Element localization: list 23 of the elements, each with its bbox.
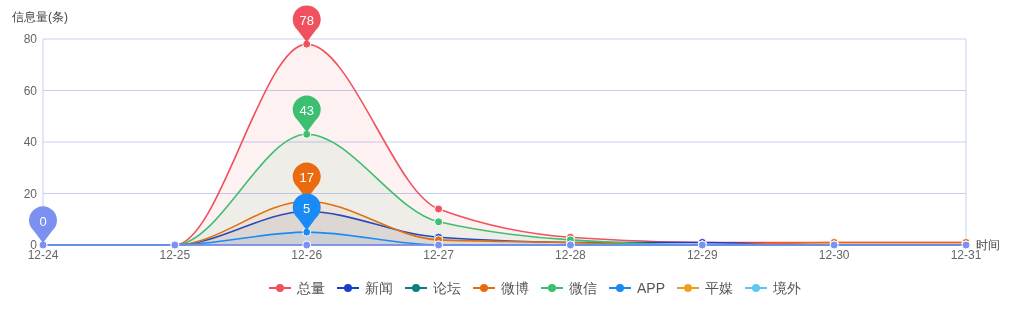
x-tick-label: 12-30 — [818, 248, 850, 262]
legend-label: APP — [636, 280, 666, 296]
legend-label: 新闻 — [364, 280, 393, 296]
legend-label: 论坛 — [432, 280, 461, 296]
x-tick-label: 12-27 — [423, 248, 455, 262]
x-tick-label: 12-28 — [555, 248, 587, 262]
y-tick-label: 80 — [23, 32, 38, 46]
y-tick-label: 60 — [23, 83, 38, 98]
annotation: 78 — [299, 13, 314, 29]
y-axis-title: 信息量(条) — [12, 10, 68, 24]
legend-label: 微博 — [500, 280, 529, 296]
x-tick-label: 12-29 — [686, 248, 718, 262]
annotation: 17 — [299, 170, 314, 186]
legend-label: 境外 — [772, 280, 802, 296]
legend-label: 微信 — [568, 280, 597, 296]
y-tick-label: 40 — [23, 135, 38, 149]
y-tick-label: 20 — [23, 186, 38, 201]
annotation: 5 — [303, 201, 311, 217]
legend-label: 总量 — [295, 280, 325, 296]
legend-label: 平媒 — [705, 280, 734, 296]
x-tick-label: 12-25 — [159, 248, 191, 262]
x-tick-label: 12-26 — [291, 248, 323, 262]
annotation: 43 — [299, 103, 314, 119]
